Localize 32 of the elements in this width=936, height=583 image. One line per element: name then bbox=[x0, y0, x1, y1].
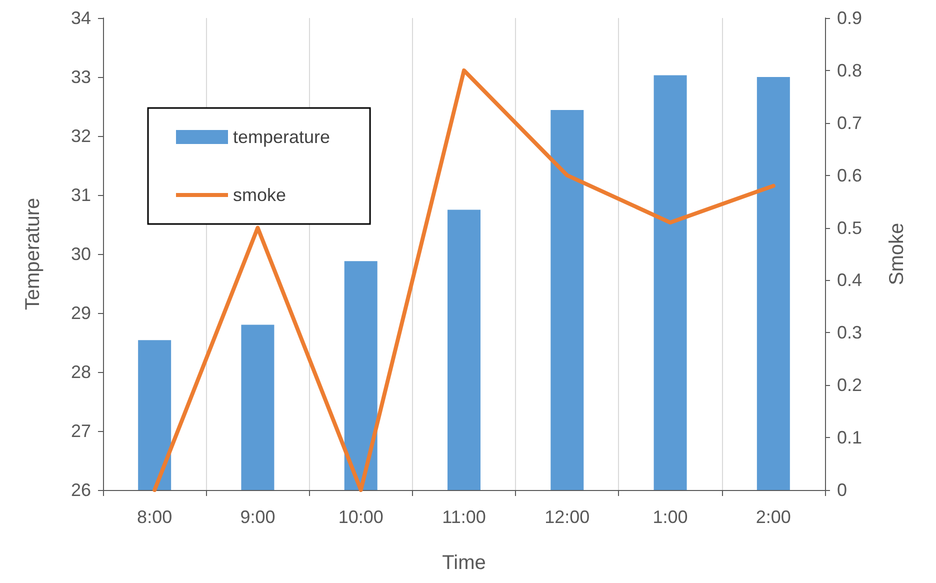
y-tick-label: 29 bbox=[70, 303, 91, 323]
x-tick-label: 2:00 bbox=[756, 507, 791, 527]
legend-label: temperature bbox=[233, 127, 330, 147]
y-tick-label: 27 bbox=[70, 421, 91, 441]
x-tick-label: 1:00 bbox=[652, 507, 688, 527]
y2-tick-label: 0.8 bbox=[837, 60, 862, 80]
legend-label: smoke bbox=[233, 185, 286, 205]
x-tick-label: 9:00 bbox=[240, 507, 276, 527]
x-tick-label: 12:00 bbox=[544, 507, 590, 527]
y2-tick-label: 0.7 bbox=[837, 112, 862, 133]
y2-tick-label: 0.4 bbox=[837, 270, 862, 290]
y-tick-label: 34 bbox=[70, 8, 91, 28]
y-tick-label: 26 bbox=[70, 480, 91, 500]
y2-tick-label: 0.5 bbox=[837, 218, 862, 238]
y2-tick-label: 0.2 bbox=[837, 375, 862, 396]
y2-tick-label: 0.3 bbox=[837, 322, 862, 343]
line-series bbox=[152, 68, 776, 492]
y-tick-label: 33 bbox=[70, 67, 91, 87]
x-tick-label: 8:00 bbox=[137, 507, 172, 527]
y2-tick-label: 0.6 bbox=[837, 165, 862, 186]
y2-tick-label: 0 bbox=[837, 480, 848, 500]
y2-axis-title: Smoke bbox=[886, 222, 908, 286]
y-tick-label: 31 bbox=[70, 185, 91, 205]
x-axis-title: Time bbox=[442, 552, 486, 574]
x-tick-label: 10:00 bbox=[338, 507, 384, 527]
y2-tick-label: 0.9 bbox=[837, 8, 862, 28]
y-tick-label: 28 bbox=[70, 362, 91, 382]
y-tick-label: 30 bbox=[70, 244, 91, 264]
x-tick-label: 11:00 bbox=[442, 507, 486, 527]
y2-tick-label: 0.1 bbox=[837, 428, 862, 448]
y-axis-title: Temperature bbox=[22, 198, 44, 310]
y-tick-label: 32 bbox=[70, 126, 91, 146]
